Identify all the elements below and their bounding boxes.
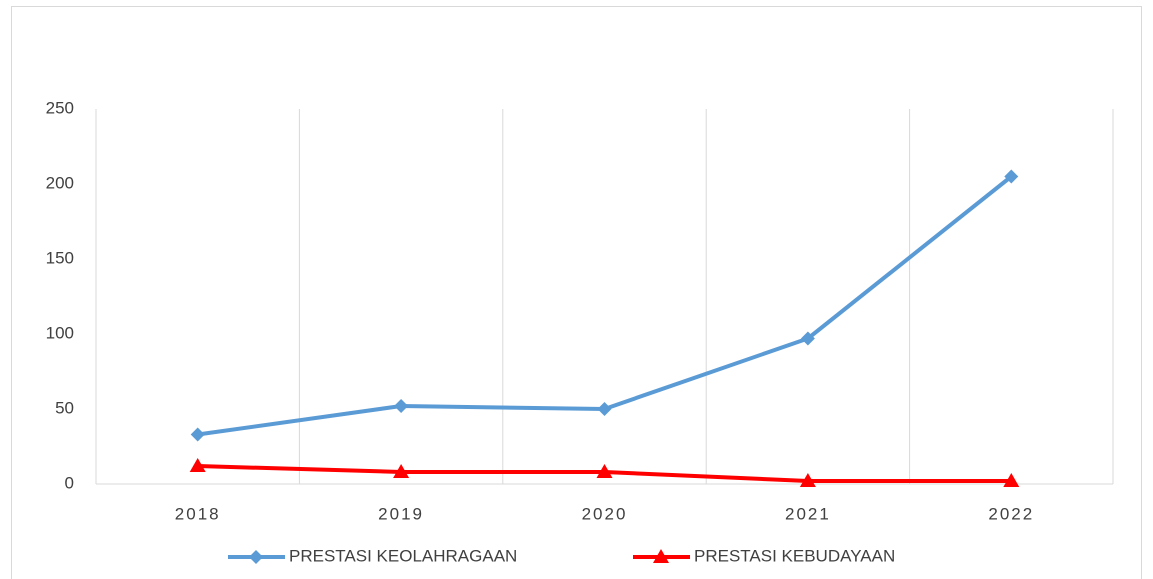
y-tick-label: 50	[55, 398, 74, 417]
marker	[189, 458, 206, 472]
x-tick-label: 2022	[988, 504, 1034, 523]
marker	[596, 464, 613, 478]
marker	[1003, 473, 1020, 487]
legend-marker	[249, 550, 263, 564]
marker	[394, 399, 409, 413]
legend-label: PRESTASI KEOLAHRAGAAN	[289, 546, 517, 565]
y-tick-label: 150	[46, 248, 74, 267]
marker	[190, 427, 205, 442]
marker	[393, 464, 410, 478]
x-tick-label: 2020	[582, 504, 628, 523]
marker	[597, 402, 612, 416]
marker	[1004, 169, 1019, 184]
x-tick-label: 2018	[175, 504, 221, 523]
y-tick-label: 200	[46, 173, 74, 192]
marker	[799, 473, 816, 487]
marker	[800, 331, 815, 346]
x-tick-label: 2021	[785, 504, 831, 523]
y-tick-label: 250	[46, 98, 74, 117]
y-tick-label: 100	[46, 323, 74, 342]
x-tick-label: 2019	[378, 504, 424, 523]
legend-label: PRESTASI KEBUDAYAAN	[694, 546, 895, 565]
legend-marker	[653, 549, 669, 563]
chart-border	[11, 6, 1142, 579]
y-tick-label: 0	[65, 473, 74, 492]
